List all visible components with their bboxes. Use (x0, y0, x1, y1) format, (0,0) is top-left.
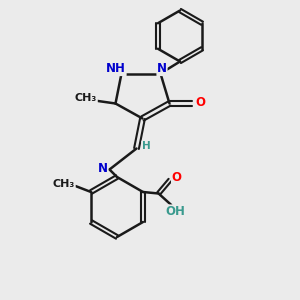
Text: N: N (98, 161, 108, 175)
Text: O: O (172, 171, 182, 184)
Text: CH₃: CH₃ (75, 93, 97, 103)
Text: CH₃: CH₃ (53, 178, 75, 189)
Text: H: H (142, 141, 151, 151)
Text: OH: OH (166, 205, 186, 218)
Text: NH: NH (106, 62, 126, 76)
Text: O: O (195, 95, 206, 109)
Text: N: N (157, 62, 167, 76)
